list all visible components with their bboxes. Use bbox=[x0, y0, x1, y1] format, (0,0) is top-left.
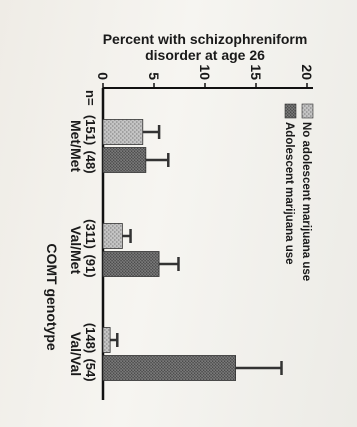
n-count-use: (54) bbox=[83, 358, 98, 381]
n-count-use: (48) bbox=[83, 150, 98, 173]
y-axis-ticks: 0 5 10 15 20 bbox=[95, 64, 315, 88]
legend: No adolescent marijuana use Adolescent ma… bbox=[283, 103, 314, 281]
y-tick-label: 15 bbox=[248, 64, 264, 80]
n-prefix-label: n= bbox=[83, 90, 98, 106]
bar-use-val-met bbox=[102, 251, 160, 277]
error-bars bbox=[110, 125, 283, 375]
bar-no-use-met-met bbox=[102, 119, 144, 145]
y-tick-label: 10 bbox=[197, 64, 213, 80]
y-axis-label: Percent with schizophreniform disorder a… bbox=[103, 31, 308, 63]
bar-no-use-val-val bbox=[102, 327, 111, 353]
bar-use-val-val bbox=[102, 355, 237, 381]
y-tick-label: 0 bbox=[95, 72, 111, 80]
y-tick-label: 20 bbox=[299, 64, 315, 80]
y-axis-label-line-1: Percent with schizophreniform bbox=[103, 31, 308, 47]
bar-no-use-val-met bbox=[102, 223, 123, 249]
rotated-chart: Percent with schizophreniform disorder a… bbox=[44, 31, 315, 400]
n-count-no-use: (311) bbox=[83, 219, 98, 249]
y-axis-label-line-2: disorder at age 26 bbox=[145, 47, 265, 63]
y-tick-label: 5 bbox=[146, 72, 162, 80]
legend-swatch-1 bbox=[284, 103, 297, 119]
legend-label-0: No adolescent marijuana use bbox=[300, 122, 312, 281]
n-count-no-use: (151) bbox=[83, 115, 98, 145]
x-axis-label: COMT genotype bbox=[44, 243, 60, 351]
bar-use-met-met bbox=[102, 147, 147, 173]
category-label: Met/Met bbox=[68, 120, 84, 172]
x-axis-labels: (151) (48)Met/Met (311) (91)Val/Met (148) (54… bbox=[68, 115, 98, 382]
legend-label-1: Adolescent marijuana use bbox=[283, 122, 295, 265]
n-count-use: (91) bbox=[83, 254, 98, 277]
legend-swatch-0 bbox=[301, 103, 314, 119]
category-label: Val/Met bbox=[68, 226, 84, 275]
category-label: Val/Val bbox=[68, 332, 84, 376]
n-count-no-use: (148) bbox=[83, 323, 98, 353]
